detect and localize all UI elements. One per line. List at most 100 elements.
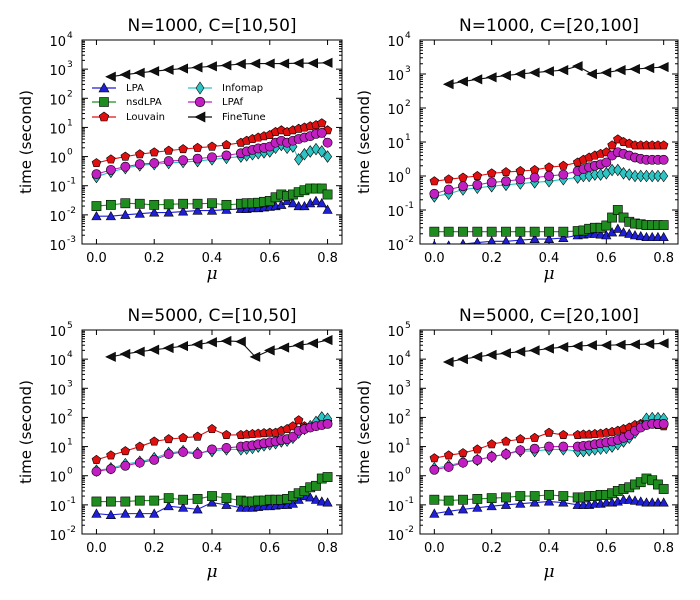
triangle-left-marker [457, 76, 468, 87]
y-tick-exponent: 4 [67, 350, 73, 360]
triangle-left-marker [162, 342, 174, 354]
circle-marker [91, 466, 102, 477]
y-tick-label: 10 -2 [49, 206, 76, 225]
legend-item-nsdlpa: nsdLPA [92, 97, 162, 108]
circle-marker [558, 441, 569, 452]
pentagon-marker [207, 424, 217, 434]
y-tick-label: 10 2 [49, 408, 72, 427]
y-tick-base: 10 [49, 529, 66, 544]
square-marker [316, 183, 327, 194]
triangle-left-marker [278, 342, 290, 353]
triangle-up-marker [149, 207, 160, 217]
series-lpaf [91, 127, 333, 180]
pentagon-marker [472, 171, 483, 181]
square-marker [105, 199, 116, 210]
pentagon-marker [544, 427, 554, 437]
triangle-up-marker [91, 210, 102, 221]
triangle-left-marker [292, 58, 304, 69]
triangle-up-marker [500, 499, 512, 509]
legend-label: LPAf [222, 97, 243, 108]
y-tick-label: 10 5 [387, 321, 410, 340]
triangle-left-marker [134, 67, 145, 78]
y-tick-label: 10 -2 [387, 235, 414, 254]
y-tick-exponent: 2 [67, 89, 73, 99]
series-group [91, 57, 333, 221]
circle-marker [458, 181, 468, 192]
chart-title: N=1000, C=[10,50] [127, 16, 296, 36]
triangle-up-marker [543, 233, 555, 244]
x-tick-label: 0.6 [259, 251, 280, 266]
triangle-left-marker [148, 66, 160, 77]
x-tick-label: 0.2 [481, 251, 502, 266]
y-tick-base: 10 [387, 500, 404, 515]
pentagon-marker [106, 450, 116, 460]
y-tick-label: 10 4 [387, 31, 411, 50]
triangle-up-marker [91, 508, 102, 518]
square-marker [120, 496, 131, 507]
y-tick-exponent: -2 [405, 235, 414, 245]
y-tick-label: 10 0 [49, 148, 73, 167]
pentagon-marker [658, 140, 669, 150]
y-tick-exponent: -1 [67, 496, 76, 506]
circle-marker [287, 431, 298, 442]
pentagon-marker [192, 431, 203, 441]
square-marker [558, 226, 569, 237]
triangle-up-marker [443, 506, 454, 516]
series-lpaf [429, 147, 669, 199]
x-tick-label: 0.4 [539, 541, 560, 556]
y-tick-exponent: 1 [67, 118, 73, 128]
x-tick-label: 0.0 [86, 541, 107, 556]
y-tick-label: 10 4 [387, 350, 411, 369]
pentagon-marker [178, 432, 188, 442]
pentagon-marker [515, 166, 526, 176]
circle-marker [515, 174, 526, 185]
pentagon-marker [120, 446, 131, 456]
triangle-left-marker [543, 343, 554, 354]
y-tick-label: 10 -1 [387, 496, 414, 515]
plot-frame [81, 39, 343, 245]
triangle-up-marker [316, 496, 327, 506]
y-tick-exponent: 1 [67, 438, 73, 448]
y-tick-base: 10 [49, 122, 66, 137]
triangle-left-marker [194, 111, 206, 123]
triangle-up-marker [120, 209, 131, 219]
y-tick-exponent: 3 [405, 379, 411, 389]
x-axis-label: μ [206, 562, 217, 582]
triangle-up-marker [473, 237, 482, 244]
x-tick-label: 0.8 [653, 541, 674, 556]
square-marker [311, 480, 321, 491]
panel-n5000-c10-50: N=5000, C=[10,50] time (second) μ 0.0 0.2… [17, 306, 343, 582]
triangle-up-marker [322, 204, 333, 214]
square-marker [529, 491, 540, 501]
triangle-left-marker [528, 345, 540, 356]
y-tick-exponent: 0 [67, 148, 73, 158]
square-marker [134, 198, 145, 209]
triangle-up-marker [558, 232, 569, 242]
triangle-up-marker [322, 497, 333, 507]
triangle-left-marker [249, 58, 261, 69]
triangle-left-marker [629, 339, 640, 350]
pentagon-marker [443, 174, 454, 184]
square-marker [163, 199, 174, 210]
plot-frame [419, 39, 679, 245]
y-tick-exponent: 1 [405, 133, 411, 143]
diamond-marker [323, 150, 333, 163]
square-marker [558, 491, 569, 501]
y-tick-exponent: -2 [405, 525, 414, 535]
y-tick-exponent: 3 [405, 65, 411, 75]
triangle-left-marker [220, 60, 232, 71]
y-tick-exponent: -1 [405, 496, 414, 506]
y-tick-label: 10 0 [387, 167, 411, 186]
triangle-left-marker [571, 341, 583, 352]
series-line [110, 62, 328, 78]
triangle-up-marker [529, 233, 540, 244]
y-tick-base: 10 [49, 35, 66, 50]
triangle-up-marker [134, 208, 145, 218]
triangle-left-marker [177, 341, 189, 352]
triangle-left-marker [105, 351, 116, 362]
triangle-left-marker [557, 65, 569, 76]
x-tick-label: 0.4 [202, 251, 223, 266]
circle-marker [221, 443, 232, 453]
square-marker [134, 495, 145, 506]
